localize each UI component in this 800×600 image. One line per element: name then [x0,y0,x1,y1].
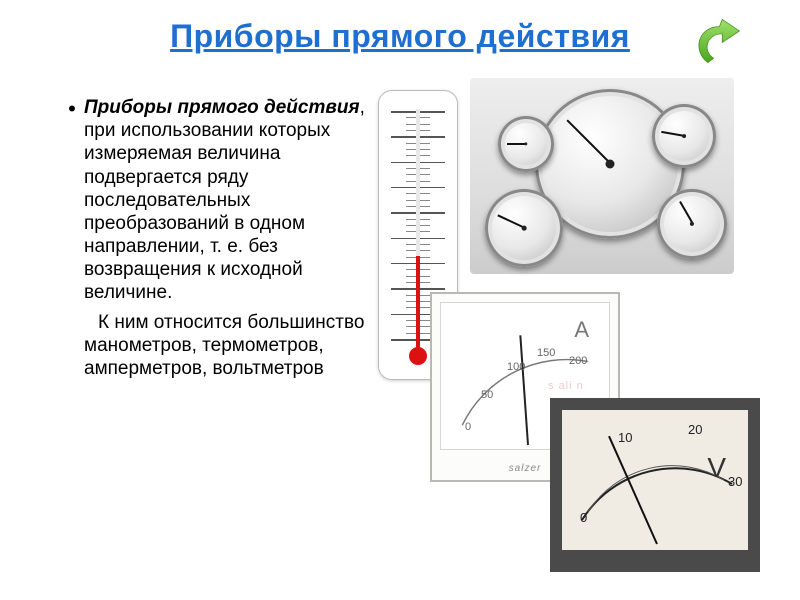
paragraph-1: Приборы прямого действия, при использова… [84,96,380,305]
watermark-text: s ali n [548,380,584,392]
back-arrow-icon[interactable] [692,18,764,64]
bullet-icon: • [60,96,84,305]
voltmeter-image: V 0 10 20 30 [550,398,760,572]
paragraph-1-rest: , при использовании которых измеряемая в… [84,97,365,303]
ammeter-tick-label: 100 [507,361,525,373]
voltmeter-unit: V [707,452,726,484]
voltmeter-tick-label: 20 [688,422,702,437]
body-text: • Приборы прямого действия, при использо… [60,96,380,380]
voltmeter-tick-label: 10 [618,430,632,445]
ammeter-tick-label: 150 [537,347,555,359]
paragraph-1-lead: Приборы прямого действия [84,97,360,118]
pressure-gauges-image [470,78,734,274]
voltmeter-tick-label: 30 [728,474,742,489]
paragraph-2: К ним относится большинство манометров, … [60,311,380,381]
ammeter-tick-label: 50 [481,389,493,401]
voltmeter-tick-label: 0 [580,510,587,525]
page-title: Приборы прямого действия [0,0,800,55]
ammeter-tick-label: 200 [569,355,587,367]
ammeter-tick-label: 0 [465,421,471,433]
title-text: Приборы прямого действия [170,18,630,54]
